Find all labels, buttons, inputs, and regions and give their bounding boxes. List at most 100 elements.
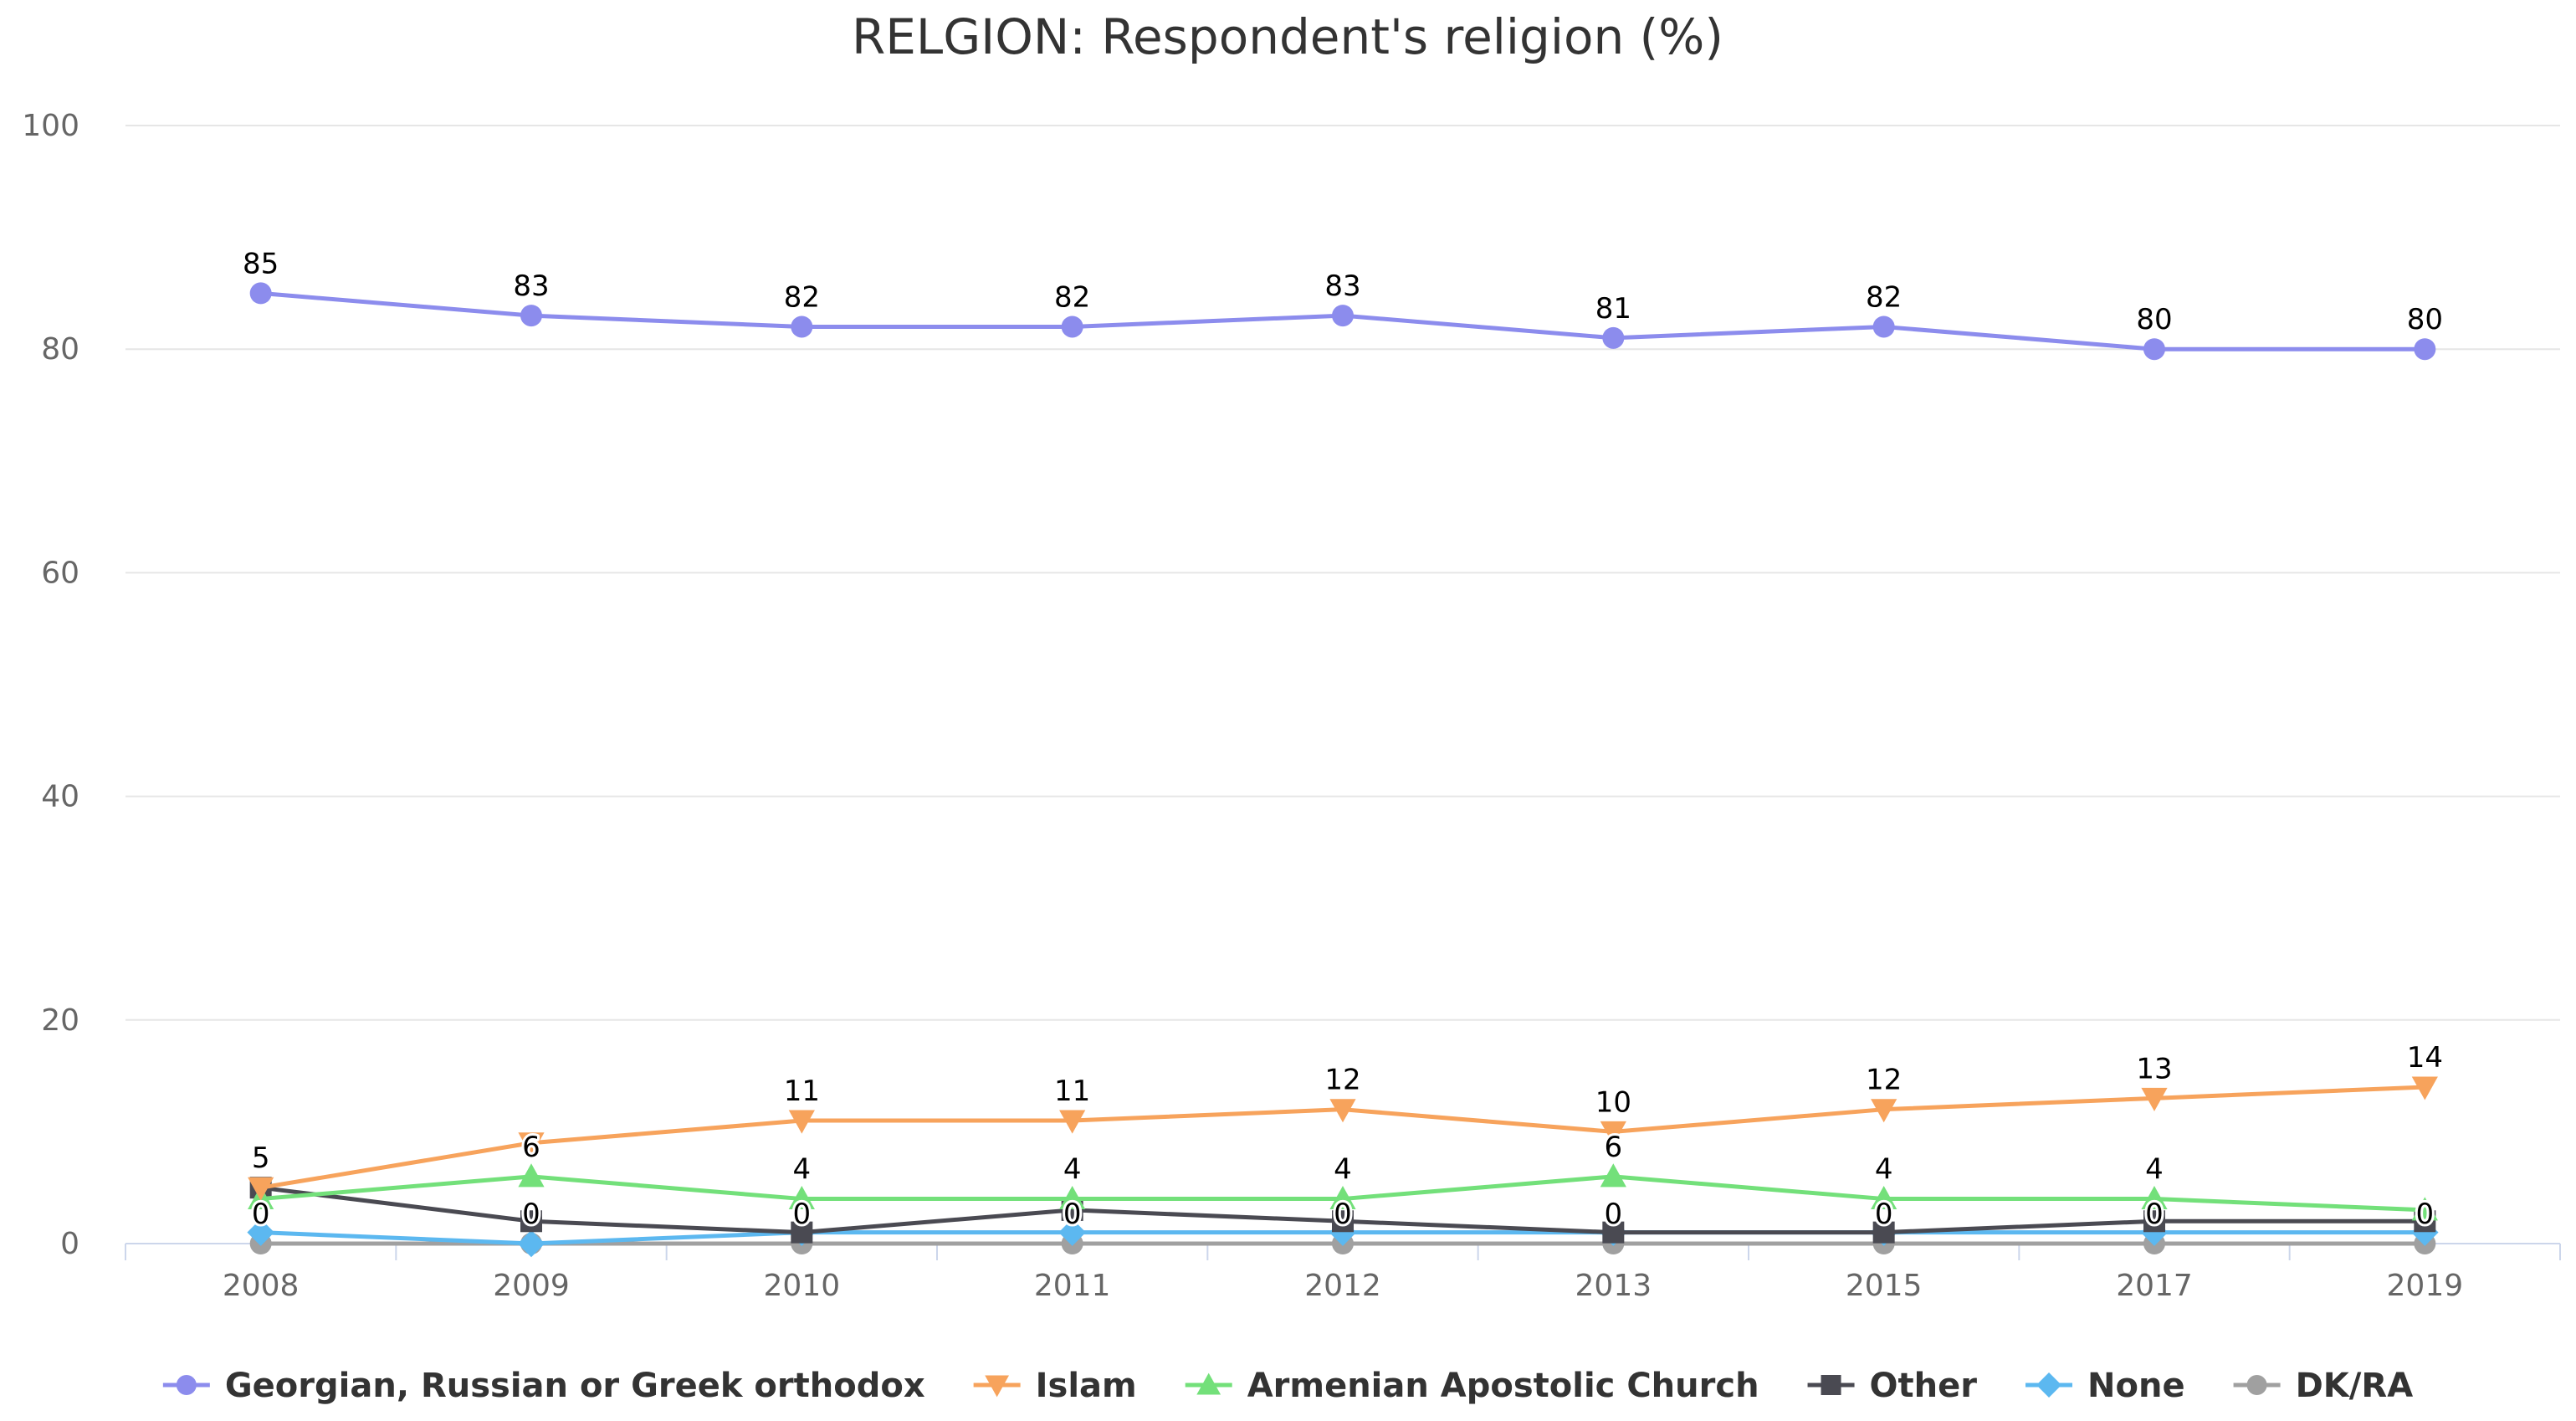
data-label: 4 [1334, 1153, 1352, 1187]
data-point [2414, 338, 2436, 361]
legend: Georgian, Russian or Greek orthodox Islam… [162, 1367, 2414, 1405]
data-label: 0 [522, 1198, 540, 1231]
data-label: 11 [784, 1075, 820, 1108]
data-label: 85 [243, 247, 279, 280]
legend-symbol [176, 1375, 197, 1395]
data-point [1872, 1221, 1895, 1244]
data-label: 0 [2416, 1198, 2435, 1231]
data-label: 13 [2136, 1052, 2172, 1085]
series-layer [247, 282, 2439, 1258]
legend-label: None [2087, 1367, 2185, 1405]
legend-symbol [1821, 1375, 1841, 1395]
data-label: 4 [1875, 1153, 1893, 1187]
data-label: 82 [784, 280, 820, 314]
series-group [248, 1163, 2438, 1221]
x-tick-label: 2015 [1846, 1269, 1923, 1303]
data-label: 6 [1605, 1131, 1623, 1164]
legend-symbol [2246, 1375, 2267, 1395]
data-point [518, 1132, 545, 1157]
data-label: 4 [2145, 1153, 2164, 1187]
data-point [788, 1185, 815, 1210]
data-point [248, 1177, 274, 1201]
data-label: 81 [1595, 292, 1631, 326]
data-point [1872, 315, 1895, 338]
x-tick-label: 2009 [493, 1269, 570, 1303]
data-label: 0 [1875, 1198, 1893, 1231]
legend-label: Islam [1036, 1367, 1137, 1405]
series-group [249, 282, 2436, 361]
x-tick-label: 2017 [2116, 1269, 2193, 1303]
data-point [791, 315, 813, 338]
data-label: 4 [1063, 1153, 1082, 1187]
data-point [517, 1229, 545, 1258]
data-point [249, 282, 272, 305]
data-point [1602, 1221, 1625, 1244]
data-point [520, 305, 542, 327]
data-label: 12 [1324, 1064, 1360, 1097]
legend-label: Armenian Apostolic Church [1247, 1367, 1759, 1405]
data-label: 11 [1054, 1075, 1090, 1108]
data-point [788, 1110, 815, 1134]
data-label: 83 [513, 269, 549, 303]
chart-title: RELGION: Respondent's religion (%) [852, 8, 1723, 65]
legend-item[interactable]: Georgian, Russian or Greek orthodox [162, 1367, 925, 1405]
data-label: 0 [1063, 1198, 1082, 1231]
data-point [2141, 1087, 2168, 1111]
legend-symbol [1196, 1372, 1221, 1395]
legend-item[interactable]: DK/RA [2233, 1367, 2414, 1405]
data-label: 0 [2145, 1198, 2164, 1231]
data-point [1600, 1163, 1626, 1188]
legend-label: DK/RA [2296, 1367, 2414, 1405]
data-point [1600, 1121, 1626, 1145]
data-label: 6 [522, 1131, 540, 1164]
data-label: 5 [252, 1141, 270, 1175]
data-label: 4 [793, 1153, 812, 1187]
data-point [1871, 1185, 1897, 1210]
y-tick-label: 40 [41, 780, 79, 814]
data-point [2411, 1197, 2438, 1221]
data-label: 82 [1054, 280, 1090, 314]
data-label: 82 [1866, 280, 1902, 314]
series-group [248, 1076, 2438, 1201]
data-point [1602, 326, 1625, 349]
legend-item[interactable]: Islam [973, 1367, 1137, 1405]
data-label: 12 [1866, 1064, 1902, 1097]
data-point [1058, 1218, 1086, 1246]
data-point [2143, 338, 2165, 361]
data-label: 0 [793, 1198, 812, 1231]
legend-label: Other [1870, 1367, 1978, 1405]
data-point [1329, 1099, 1356, 1123]
data-label: 14 [2407, 1041, 2443, 1075]
grid-layer [125, 125, 2560, 1021]
y-tick-label: 80 [41, 332, 79, 367]
legend-item[interactable]: Armenian Apostolic Church [1185, 1367, 1759, 1405]
data-point [247, 1218, 274, 1246]
x-tick-label: 2013 [1575, 1269, 1652, 1303]
y-tick-label: 20 [41, 1003, 79, 1038]
data-point [2411, 1076, 2438, 1100]
data-point [1059, 1110, 1086, 1134]
data-point [1332, 305, 1354, 327]
data-label: 10 [1595, 1085, 1631, 1119]
legend-item[interactable]: None [2025, 1367, 2185, 1405]
legend-item[interactable]: Other [1807, 1367, 1978, 1405]
legend-label: Georgian, Russian or Greek orthodox [225, 1367, 925, 1405]
data-labels-layer: 85 83 82 82 83 81 82 80 80 5 11 11 12 10 12 13 14 6 4 4 4 6 4 4… [240, 244, 2445, 1234]
data-point [2143, 1210, 2165, 1233]
x-tick-label: 2008 [223, 1269, 300, 1303]
x-tick-label: 2010 [764, 1269, 841, 1303]
data-label: 0 [1334, 1198, 1352, 1231]
data-point [1059, 1185, 1086, 1210]
data-point [518, 1163, 545, 1188]
data-point [520, 1210, 542, 1233]
data-label: 83 [1324, 269, 1360, 303]
data-point [791, 1221, 813, 1244]
data-label: 80 [2407, 303, 2443, 336]
x-tick-label: 2012 [1304, 1269, 1381, 1303]
data-label: 0 [1605, 1198, 1623, 1231]
data-label: 0 [252, 1198, 270, 1231]
data-point [1871, 1099, 1897, 1123]
legend-symbol [985, 1375, 1010, 1398]
